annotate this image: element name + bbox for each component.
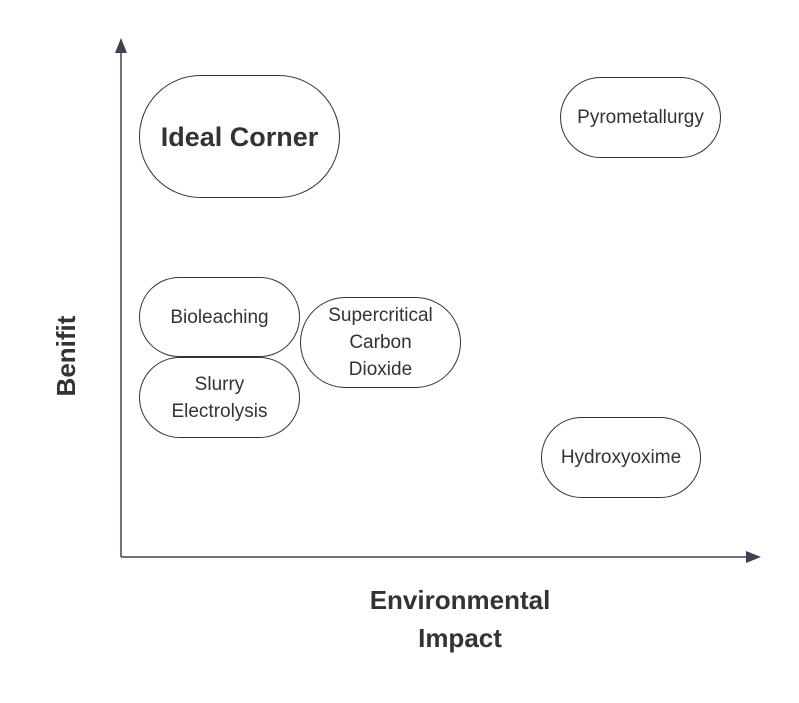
x-axis-title: Environmental Impact [369, 585, 551, 653]
y-axis-title: Benifit [51, 315, 81, 397]
ideal-corner-node: Ideal Corner [139, 75, 340, 198]
hydroxyoxime-node: Hydroxyoxime [541, 417, 701, 498]
y-axis-arrowhead [115, 38, 127, 53]
bioleaching-label: Bioleaching [170, 306, 269, 328]
supercritical-carbon-dioxide-node: Supercritical Carbon Dioxide [300, 297, 461, 388]
x-axis-arrowhead [746, 551, 761, 563]
bioleaching-node: Bioleaching [139, 277, 300, 357]
pyrometallurgy-node: Pyrometallurgy [560, 77, 721, 158]
ideal-corner-label: Ideal Corner [160, 121, 319, 152]
hydroxyoxime-label: Hydroxyoxime [560, 447, 682, 468]
pyrometallurgy-label: Pyrometallurgy [577, 107, 704, 128]
slurry-electrolysis-node: Slurry Electrolysis [139, 357, 300, 438]
slurry-electrolysis-label: Slurry Electrolysis [171, 373, 268, 422]
supercritical-carbon-dioxide-label: Supercritical Carbon Dioxide [328, 305, 433, 380]
